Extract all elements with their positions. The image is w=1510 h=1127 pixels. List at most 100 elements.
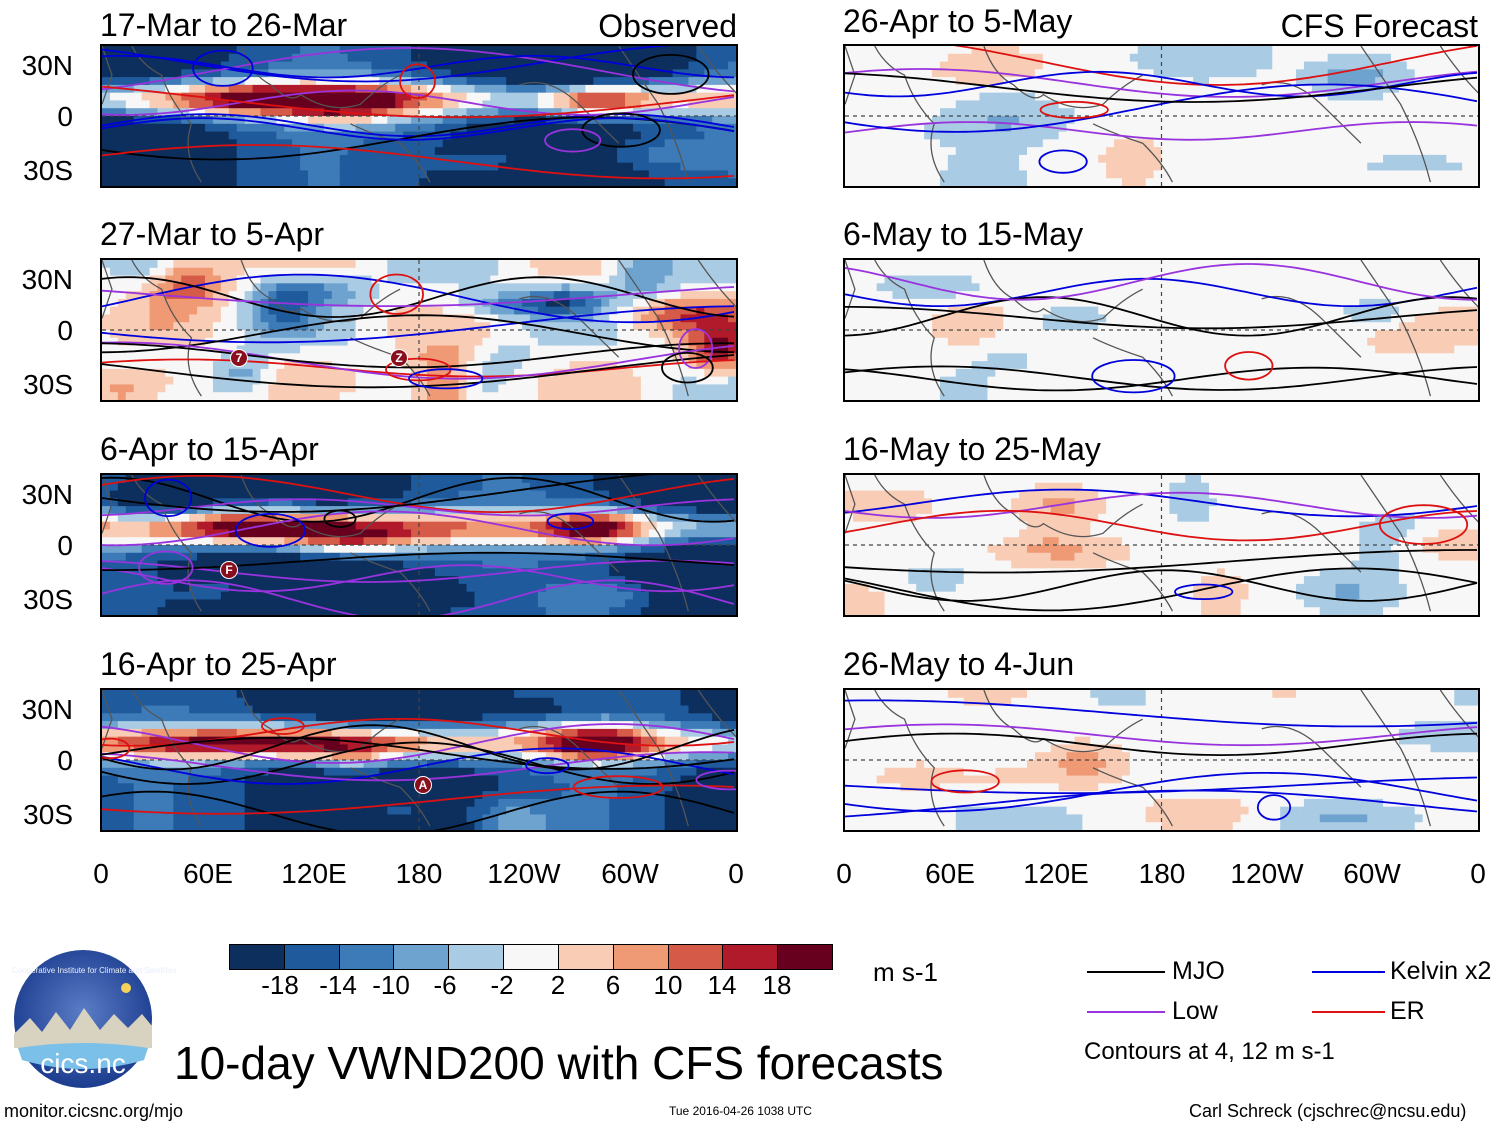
wind-cell <box>482 728 491 738</box>
wind-cell <box>466 583 476 593</box>
wind-cell <box>323 482 333 492</box>
wind-cell <box>561 46 571 55</box>
wind-cell <box>617 170 626 179</box>
wind-cell <box>284 108 293 117</box>
wind-cell <box>601 306 610 316</box>
wind-cell <box>593 376 602 386</box>
wind-cell <box>569 345 579 354</box>
wind-cell <box>419 260 428 269</box>
wind-cell <box>664 260 674 269</box>
wind-cell <box>276 46 285 55</box>
wind-cell <box>165 384 174 393</box>
wind-cell <box>514 170 523 179</box>
wind-cell <box>442 728 452 738</box>
wind-cell <box>640 537 650 546</box>
wind-cell <box>593 162 602 172</box>
wind-cell <box>506 353 515 362</box>
wind-cell <box>205 392 214 400</box>
wind-cell <box>688 392 697 400</box>
wind-cell <box>419 392 428 400</box>
wind-cell <box>220 53 230 63</box>
wind-cell <box>442 298 452 308</box>
wind-cell <box>632 123 642 133</box>
wind-cell <box>189 147 198 156</box>
wind-cell <box>268 376 277 386</box>
wind-cell <box>625 92 634 102</box>
wind-cell <box>403 736 412 746</box>
wind-cell <box>189 490 198 499</box>
wind-cell <box>632 376 642 386</box>
wind-cell <box>165 482 174 492</box>
wind-cell <box>395 267 404 277</box>
wind-cell <box>442 283 452 292</box>
wind-cell <box>561 475 571 484</box>
wind-cell <box>197 728 206 738</box>
wind-cell <box>672 178 682 186</box>
wind-cell <box>157 513 167 523</box>
wind-cell <box>212 260 222 269</box>
wind-cell <box>403 306 412 316</box>
wind-cell <box>617 314 626 323</box>
wind-cell <box>411 552 420 562</box>
wind-cell <box>189 275 198 284</box>
wind-cell <box>609 736 618 746</box>
contour-loop <box>138 550 194 585</box>
wind-cell <box>292 475 301 484</box>
wind-cell <box>434 482 444 492</box>
wind-cell <box>157 607 167 615</box>
wind-cell <box>720 260 729 269</box>
wind-cell <box>300 162 309 172</box>
wind-cell <box>339 568 349 577</box>
wind-cell <box>102 154 111 164</box>
wind-cell <box>347 498 357 507</box>
wind-cell <box>609 392 618 400</box>
wind-cell <box>561 490 571 499</box>
wind-cell <box>300 482 309 492</box>
wind-cell <box>228 283 238 292</box>
wind-cell <box>109 537 119 546</box>
wind-cell <box>323 361 333 370</box>
wind-cell <box>403 139 412 148</box>
wind-cell <box>514 506 523 515</box>
wind-cell <box>585 84 594 94</box>
wind-cell <box>442 537 452 546</box>
wind-cell <box>284 705 293 714</box>
wind-cell <box>482 705 491 714</box>
wind-cell <box>434 721 444 730</box>
wind-cell <box>411 77 420 86</box>
wind-cell <box>506 697 515 707</box>
wind-cell <box>371 291 380 300</box>
wind-cell <box>632 537 642 546</box>
wind-cell <box>315 147 325 156</box>
wind-cell <box>545 260 555 269</box>
wind-cell <box>117 529 127 538</box>
wind-cell <box>411 61 420 70</box>
wind-cell <box>355 599 365 608</box>
wind-cell <box>672 77 682 86</box>
wind-cell <box>236 100 246 109</box>
wind-cell <box>419 560 428 569</box>
wind-cell <box>664 591 674 601</box>
wind-cell <box>339 576 349 585</box>
wind-cell <box>315 498 325 507</box>
wind-cell <box>704 599 713 608</box>
wind-cell <box>648 576 658 585</box>
wind-cell <box>125 162 135 172</box>
wind-cell <box>688 537 697 546</box>
wind-cell <box>157 736 167 746</box>
wind-cell <box>434 337 444 347</box>
wind-cell <box>688 178 697 186</box>
wind-cell <box>205 475 214 484</box>
wind-cell <box>458 705 468 714</box>
wind-cell <box>434 568 444 577</box>
wind-cell <box>506 162 515 172</box>
wind-cell <box>601 513 610 523</box>
wind-cell <box>553 46 563 55</box>
wind-cell <box>664 291 674 300</box>
wind-cell <box>514 147 523 156</box>
wind-cell <box>323 560 333 569</box>
contour-loop <box>399 63 436 100</box>
wind-cell <box>252 384 262 393</box>
wind-cell <box>300 345 309 354</box>
wind-cell <box>720 267 729 277</box>
